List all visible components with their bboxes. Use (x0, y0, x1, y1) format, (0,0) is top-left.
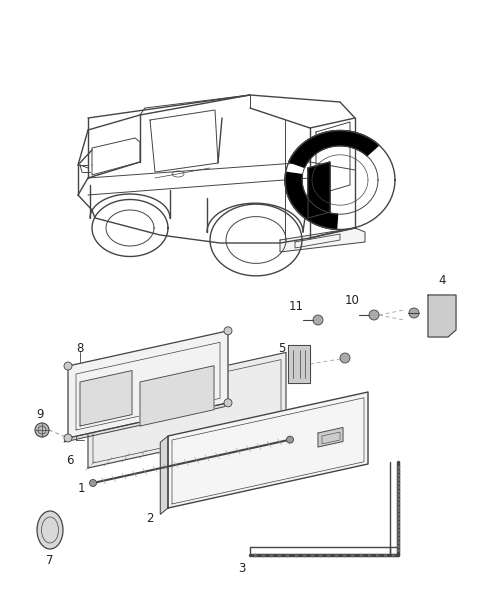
Text: 3: 3 (238, 563, 246, 576)
Circle shape (313, 315, 323, 325)
Polygon shape (88, 352, 286, 468)
Polygon shape (308, 162, 330, 218)
Text: 2: 2 (146, 511, 154, 525)
Text: 9: 9 (36, 407, 44, 421)
Polygon shape (160, 436, 168, 514)
Ellipse shape (37, 511, 63, 549)
Circle shape (64, 434, 72, 442)
Polygon shape (289, 131, 379, 168)
Circle shape (64, 362, 72, 370)
Text: 5: 5 (278, 342, 286, 355)
Text: 1: 1 (77, 482, 85, 494)
Circle shape (224, 399, 232, 407)
Circle shape (89, 479, 96, 486)
Text: 10: 10 (345, 295, 360, 308)
Polygon shape (140, 366, 214, 426)
Circle shape (409, 308, 419, 318)
Polygon shape (428, 295, 456, 337)
Circle shape (35, 423, 49, 437)
Polygon shape (288, 345, 310, 383)
Circle shape (224, 327, 232, 335)
Polygon shape (80, 371, 132, 426)
Text: 11: 11 (288, 299, 303, 312)
Polygon shape (318, 428, 343, 447)
Polygon shape (280, 228, 365, 252)
Text: 6: 6 (66, 453, 74, 466)
Text: 8: 8 (76, 342, 84, 355)
Circle shape (369, 310, 379, 320)
Polygon shape (285, 172, 337, 229)
Text: 4: 4 (438, 274, 446, 287)
Circle shape (287, 436, 293, 443)
Text: 7: 7 (46, 554, 54, 567)
Polygon shape (64, 403, 228, 442)
Polygon shape (168, 392, 368, 508)
Polygon shape (68, 331, 228, 438)
Circle shape (340, 353, 350, 363)
